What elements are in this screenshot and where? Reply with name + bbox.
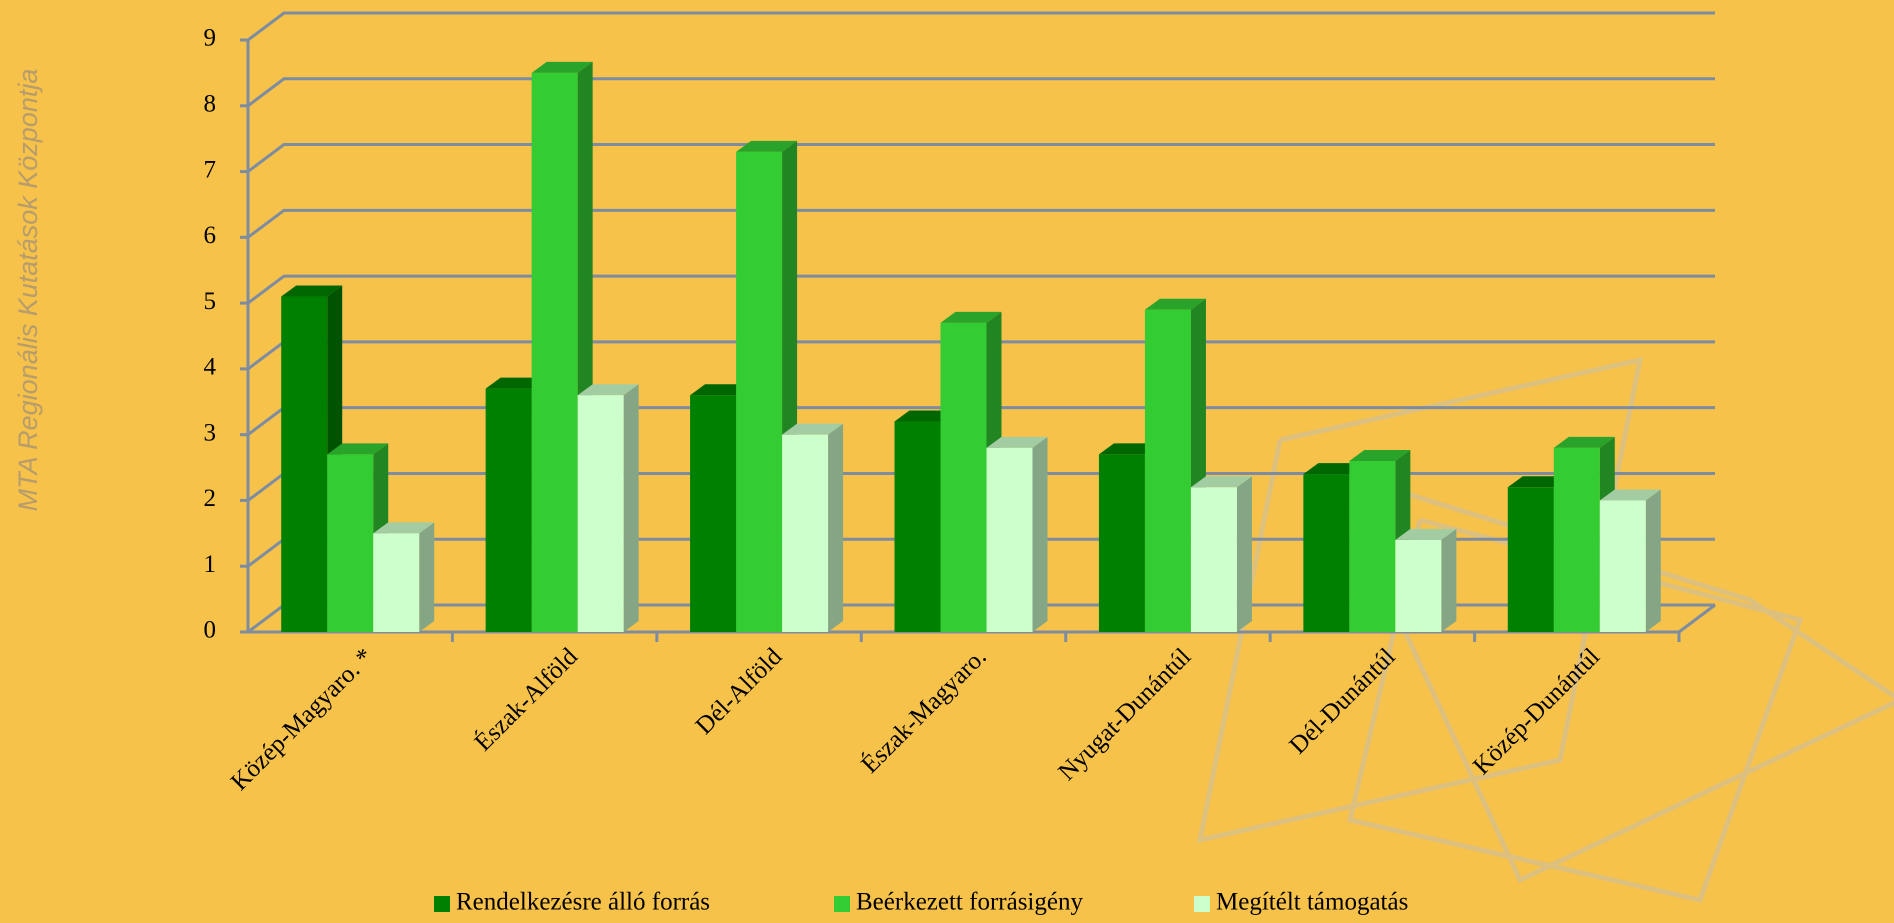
y-tick-label: 9 xyxy=(204,25,217,52)
bar xyxy=(373,533,419,632)
y-tick-label: 4 xyxy=(204,354,217,381)
y-tick-label: 8 xyxy=(204,91,217,118)
legend-label: Rendelkezésre álló forrás xyxy=(456,889,710,916)
legend-swatch xyxy=(834,896,850,912)
page: {"watermark": "MTA Regionális Kutatások … xyxy=(0,0,1894,923)
y-tick-label: 2 xyxy=(204,485,217,512)
y-tick-label: 7 xyxy=(204,156,217,183)
bar xyxy=(1303,474,1349,632)
grid-line xyxy=(248,210,1715,237)
x-tick-label: Dél-Dunántúl xyxy=(1284,643,1400,759)
y-tick-label: 1 xyxy=(204,551,217,578)
bar xyxy=(782,435,828,632)
watermark: MTA Regionális Kutatások Központja xyxy=(13,69,43,512)
legend-swatch xyxy=(434,896,450,912)
bar xyxy=(941,323,987,632)
y-tick-label: 0 xyxy=(204,617,217,644)
bar-side xyxy=(419,522,434,632)
bar xyxy=(690,395,736,632)
grid-line xyxy=(248,79,1715,106)
bar xyxy=(1145,310,1191,632)
bar-side xyxy=(1441,529,1456,632)
bar xyxy=(987,448,1033,632)
chart: MTA Regionális Kutatások Központja 0 1 2 3 4… xyxy=(0,0,1894,923)
bar xyxy=(736,152,782,632)
bar xyxy=(1554,448,1600,632)
bar xyxy=(1099,454,1145,632)
legend-label: Beérkezett forrásigény xyxy=(856,889,1083,916)
x-tick-label: Nyugat-Dunántúl xyxy=(1053,643,1196,786)
x-tick-label: Közép-Magyaro. * xyxy=(226,643,379,796)
x-tick-label: Észak-Alföld xyxy=(469,642,583,756)
y-tick-label: 6 xyxy=(204,222,217,249)
grid-line xyxy=(248,276,1715,303)
axis-line xyxy=(1679,605,1715,632)
legend-label: Megítélt támogatás xyxy=(1216,889,1408,916)
bar xyxy=(1395,540,1441,632)
bar xyxy=(578,395,624,632)
bar xyxy=(327,454,373,632)
bar xyxy=(1349,461,1395,632)
legend-swatch xyxy=(1194,896,1210,912)
bar-side xyxy=(828,424,843,632)
grid-line xyxy=(248,13,1715,40)
y-tick-label: 5 xyxy=(204,288,217,315)
grid-line xyxy=(248,145,1715,172)
bar xyxy=(1508,487,1554,632)
x-tick-label: Dél-Alföld xyxy=(691,643,788,740)
bar xyxy=(281,297,327,632)
bar xyxy=(532,73,578,632)
bar-side xyxy=(1237,476,1252,632)
bar xyxy=(486,389,532,632)
bar xyxy=(895,422,941,632)
x-tick-label: Észak-Magyaro. xyxy=(856,642,992,778)
x-tick-label: Közép-Dunántúl xyxy=(1468,643,1605,780)
bar-side xyxy=(624,384,639,632)
bar xyxy=(1600,500,1646,632)
bar xyxy=(1191,487,1237,632)
bar-side xyxy=(1033,437,1048,632)
bar-side xyxy=(1646,489,1661,632)
y-tick-label: 3 xyxy=(204,419,217,446)
